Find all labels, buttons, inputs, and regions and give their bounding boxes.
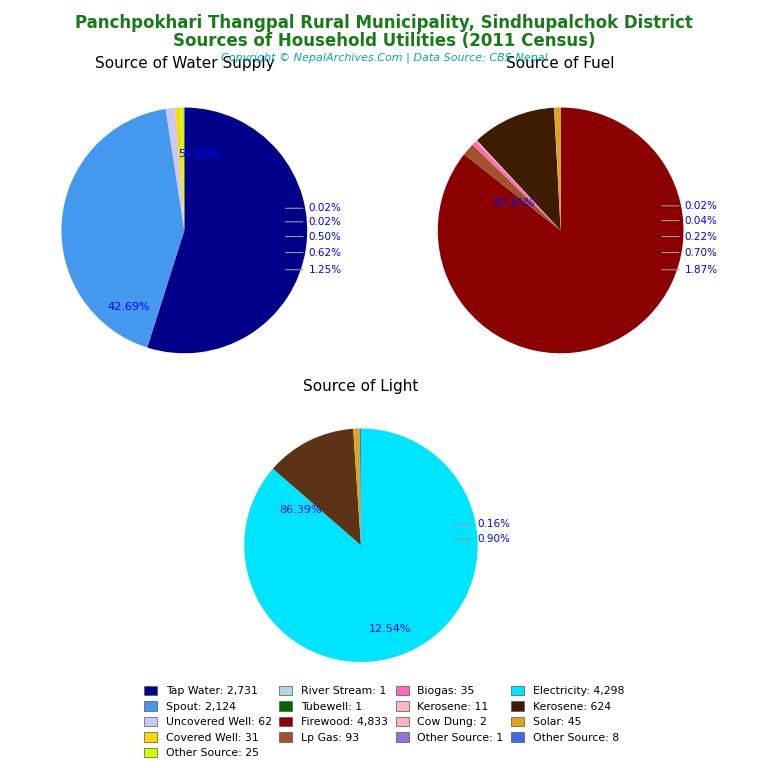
Text: 0.50%: 0.50% (286, 231, 341, 242)
Wedge shape (554, 108, 561, 230)
Text: 0.62%: 0.62% (286, 247, 342, 257)
Wedge shape (175, 108, 184, 230)
Text: Sources of Household Utilities (2011 Census): Sources of Household Utilities (2011 Cen… (173, 32, 595, 50)
Wedge shape (244, 429, 478, 662)
Wedge shape (476, 141, 561, 230)
Text: 0.02%: 0.02% (286, 217, 341, 227)
Wedge shape (438, 108, 684, 353)
Wedge shape (147, 108, 307, 353)
Wedge shape (61, 109, 184, 348)
Text: 0.02%: 0.02% (662, 200, 717, 211)
Text: 0.16%: 0.16% (455, 519, 511, 529)
Text: 1.25%: 1.25% (286, 265, 342, 275)
Text: 0.90%: 0.90% (455, 535, 511, 545)
Title: Source of Light: Source of Light (303, 379, 419, 394)
Wedge shape (554, 108, 561, 230)
Wedge shape (353, 429, 361, 545)
Text: 0.70%: 0.70% (662, 247, 717, 257)
Legend: Tap Water: 2,731, Spout: 2,124, Uncovered Well: 62, Covered Well: 31, Other Sour: Tap Water: 2,731, Spout: 2,124, Uncovere… (142, 684, 626, 760)
Wedge shape (359, 429, 361, 545)
Text: 1.87%: 1.87% (662, 265, 718, 275)
Wedge shape (472, 141, 561, 230)
Wedge shape (180, 108, 184, 230)
Text: 0.04%: 0.04% (662, 216, 717, 226)
Wedge shape (464, 144, 561, 230)
Text: 42.69%: 42.69% (108, 302, 151, 312)
Title: Source of Water Supply: Source of Water Supply (94, 57, 274, 71)
Wedge shape (273, 429, 361, 545)
Text: 0.22%: 0.22% (662, 231, 718, 242)
Wedge shape (166, 108, 184, 230)
Text: 54.89%: 54.89% (177, 149, 220, 159)
Text: 86.39%: 86.39% (279, 505, 322, 515)
Text: Panchpokhari Thangpal Rural Municipality, Sindhupalchok District: Panchpokhari Thangpal Rural Municipality… (75, 14, 693, 31)
Wedge shape (477, 108, 561, 230)
Text: Copyright © NepalArchives.Com | Data Source: CBS Nepal: Copyright © NepalArchives.Com | Data Sou… (220, 52, 548, 63)
Text: 0.02%: 0.02% (286, 204, 341, 214)
Title: Source of Fuel: Source of Fuel (506, 57, 615, 71)
Text: 12.54%: 12.54% (369, 624, 412, 634)
Text: 97.15%: 97.15% (493, 198, 535, 208)
